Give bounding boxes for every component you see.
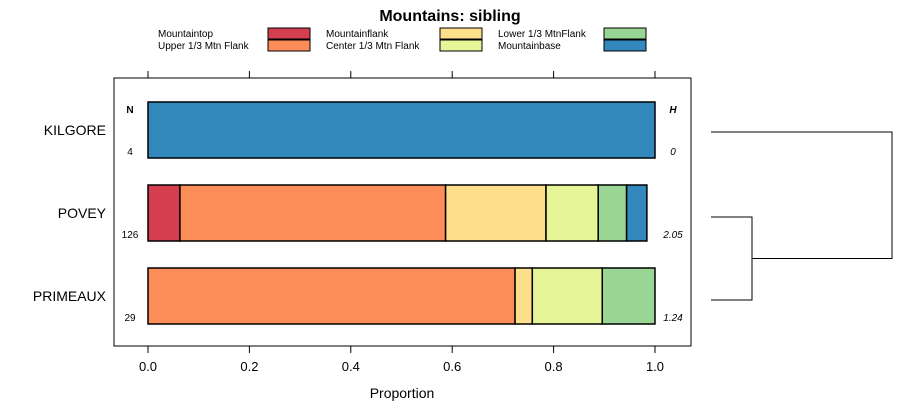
bar-primeaux-upper-1-3-mtn-flank: [147, 267, 516, 325]
legend-label-mountainflank: Mountainflank: [326, 29, 389, 40]
x-tick-label-0-4: 0.4: [342, 359, 360, 374]
n-header: N: [126, 105, 133, 116]
n-value-kilgore: 4: [127, 147, 133, 158]
h-value-kilgore: 0: [670, 147, 676, 158]
x-tick-label-0-0: 0.0: [139, 359, 157, 374]
h-value-povey: 2.05: [662, 230, 683, 241]
legend-label-mountaintop: Mountaintop: [158, 29, 213, 40]
x-axis-title: Proportion: [370, 385, 435, 401]
bar-primeaux-center-1-3-mtn-flank: [531, 267, 604, 325]
x-tick-label-0-2: 0.2: [240, 359, 258, 374]
x-axis: 0.0 0.2 0.4 0.6 0.8 1.0: [139, 71, 664, 374]
bar-primeaux-lower-1-3-mtnflank: [601, 267, 656, 325]
category-label-primeaux: PRIMEAUX: [33, 288, 107, 304]
legend-label-upper-1-3-mtn-flank: Upper 1/3 Mtn Flank: [158, 41, 250, 52]
bar-povey-upper-1-3-mtn-flank: [179, 184, 447, 242]
dendrogram-merge-kilgore: [711, 131, 893, 259]
legend-swatch-mountainflank: [439, 27, 483, 40]
n-value-primeaux: 29: [124, 313, 136, 324]
category-label-kilgore: KILGORE: [44, 122, 106, 138]
plot-frame: [113, 77, 692, 347]
bar-povey-mountainbase: [625, 184, 648, 242]
legend-swatch-mountaintop: [267, 27, 311, 40]
legend-swatch-mountainbase: [603, 39, 647, 52]
x-tick-label-0-8: 0.8: [545, 359, 563, 374]
bar-povey-center-1-3-mtn-flank: [545, 184, 599, 242]
x-tick-label-1-0: 1.0: [646, 359, 664, 374]
legend-swatch-center-1-3-mtn-flank: [439, 39, 483, 52]
legend-label-lower-1-3-mtnflank: Lower 1/3 MtnFlank: [498, 29, 587, 40]
h-value-primeaux: 1.24: [663, 313, 683, 324]
bar-kilgore-mountainbase: [147, 101, 656, 159]
bar-povey-mountaintop: [147, 184, 181, 242]
legend-label-mountainbase: Mountainbase: [498, 41, 561, 52]
dendrogram-merge-povey-primeaux: [711, 216, 753, 301]
bar-povey-mountainflank: [444, 184, 547, 242]
bar-povey-lower-1-3-mtnflank: [597, 184, 628, 242]
bar-primeaux-mountainflank: [514, 267, 534, 325]
bars-group: KILGORE 4 0 POVEY 126 2.05 PRIMEAUX 29 1.24: [33, 101, 683, 325]
n-value-povey: 126: [122, 230, 139, 241]
legend-label-center-1-3-mtn-flank: Center 1/3 Mtn Flank: [326, 41, 420, 52]
dendrogram: [711, 131, 893, 301]
x-tick-label-0-6: 0.6: [443, 359, 461, 374]
category-label-povey: POVEY: [58, 205, 107, 221]
legend-swatch-lower-1-3-mtnflank: [603, 27, 647, 40]
legend-swatch-upper-1-3-mtn-flank: [267, 39, 311, 52]
chart-title: Mountains: sibling: [379, 8, 520, 25]
h-header: H: [669, 105, 677, 116]
